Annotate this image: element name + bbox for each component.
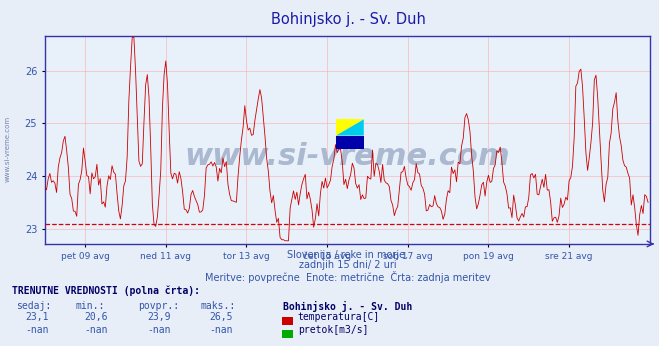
Text: -nan: -nan (84, 325, 108, 335)
Text: zadnjih 15 dni/ 2 uri: zadnjih 15 dni/ 2 uri (299, 260, 397, 270)
Text: min.:: min.: (76, 301, 105, 311)
Text: www.si-vreme.com: www.si-vreme.com (185, 142, 510, 171)
Text: temperatura[C]: temperatura[C] (298, 312, 380, 322)
Text: TRENUTNE VREDNOSTI (polna črta):: TRENUTNE VREDNOSTI (polna črta): (12, 285, 200, 296)
Text: Bohinjsko j. - Sv. Duh: Bohinjsko j. - Sv. Duh (283, 301, 413, 312)
Text: www.si-vreme.com: www.si-vreme.com (5, 116, 11, 182)
Polygon shape (336, 119, 364, 136)
Text: Slovenija / reke in morje.: Slovenija / reke in morje. (287, 250, 409, 260)
Text: 20,6: 20,6 (84, 312, 108, 322)
Text: -nan: -nan (25, 325, 49, 335)
Text: povpr.:: povpr.: (138, 301, 179, 311)
Text: -nan: -nan (147, 325, 171, 335)
Polygon shape (336, 136, 364, 149)
Polygon shape (336, 119, 364, 136)
Text: sedaj:: sedaj: (16, 301, 51, 311)
Text: 23,1: 23,1 (25, 312, 49, 322)
Text: 26,5: 26,5 (210, 312, 233, 322)
Text: -nan: -nan (210, 325, 233, 335)
Text: Bohinjsko j. - Sv. Duh: Bohinjsko j. - Sv. Duh (270, 12, 426, 27)
Text: maks.:: maks.: (201, 301, 236, 311)
Text: 23,9: 23,9 (147, 312, 171, 322)
Text: pretok[m3/s]: pretok[m3/s] (298, 325, 368, 335)
Text: Meritve: povprečne  Enote: metrične  Črta: zadnja meritev: Meritve: povprečne Enote: metrične Črta:… (205, 271, 491, 283)
